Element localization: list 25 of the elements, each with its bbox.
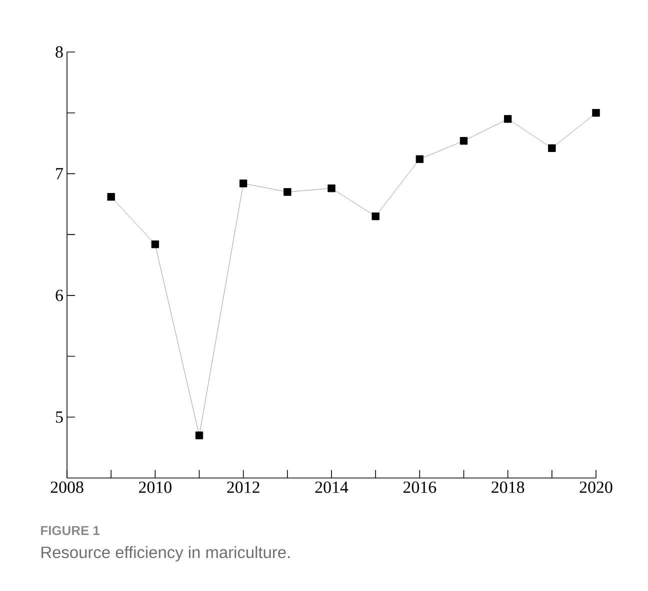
point bbox=[239, 180, 248, 188]
y-tick-label: 5 bbox=[56, 412, 63, 423]
x-tick-label: 2014 bbox=[315, 482, 348, 493]
x-tick-label: 2008 bbox=[50, 482, 84, 493]
point bbox=[284, 188, 292, 196]
x-tick-label: 2010 bbox=[138, 482, 172, 493]
point bbox=[151, 240, 160, 248]
x-tick-label: 2012 bbox=[227, 482, 260, 493]
point bbox=[372, 212, 380, 220]
point bbox=[548, 144, 556, 152]
point bbox=[107, 192, 115, 201]
point bbox=[195, 432, 204, 440]
y-tick-label: 7 bbox=[56, 168, 63, 180]
text: Resource efficiency in mariculture. bbox=[42, 546, 290, 562]
point bbox=[416, 155, 424, 163]
x-tick-label: 2020 bbox=[580, 482, 612, 493]
y-tick-label: 8 bbox=[56, 46, 63, 58]
point bbox=[460, 137, 468, 145]
point bbox=[592, 109, 600, 117]
x-tick-label: 2016 bbox=[403, 482, 436, 493]
x-tick-label: 2018 bbox=[492, 482, 524, 493]
point bbox=[504, 115, 512, 123]
y-tick-label: 6 bbox=[56, 290, 63, 302]
point bbox=[328, 184, 336, 192]
caption: FIGURE 1 bbox=[41, 526, 100, 536]
